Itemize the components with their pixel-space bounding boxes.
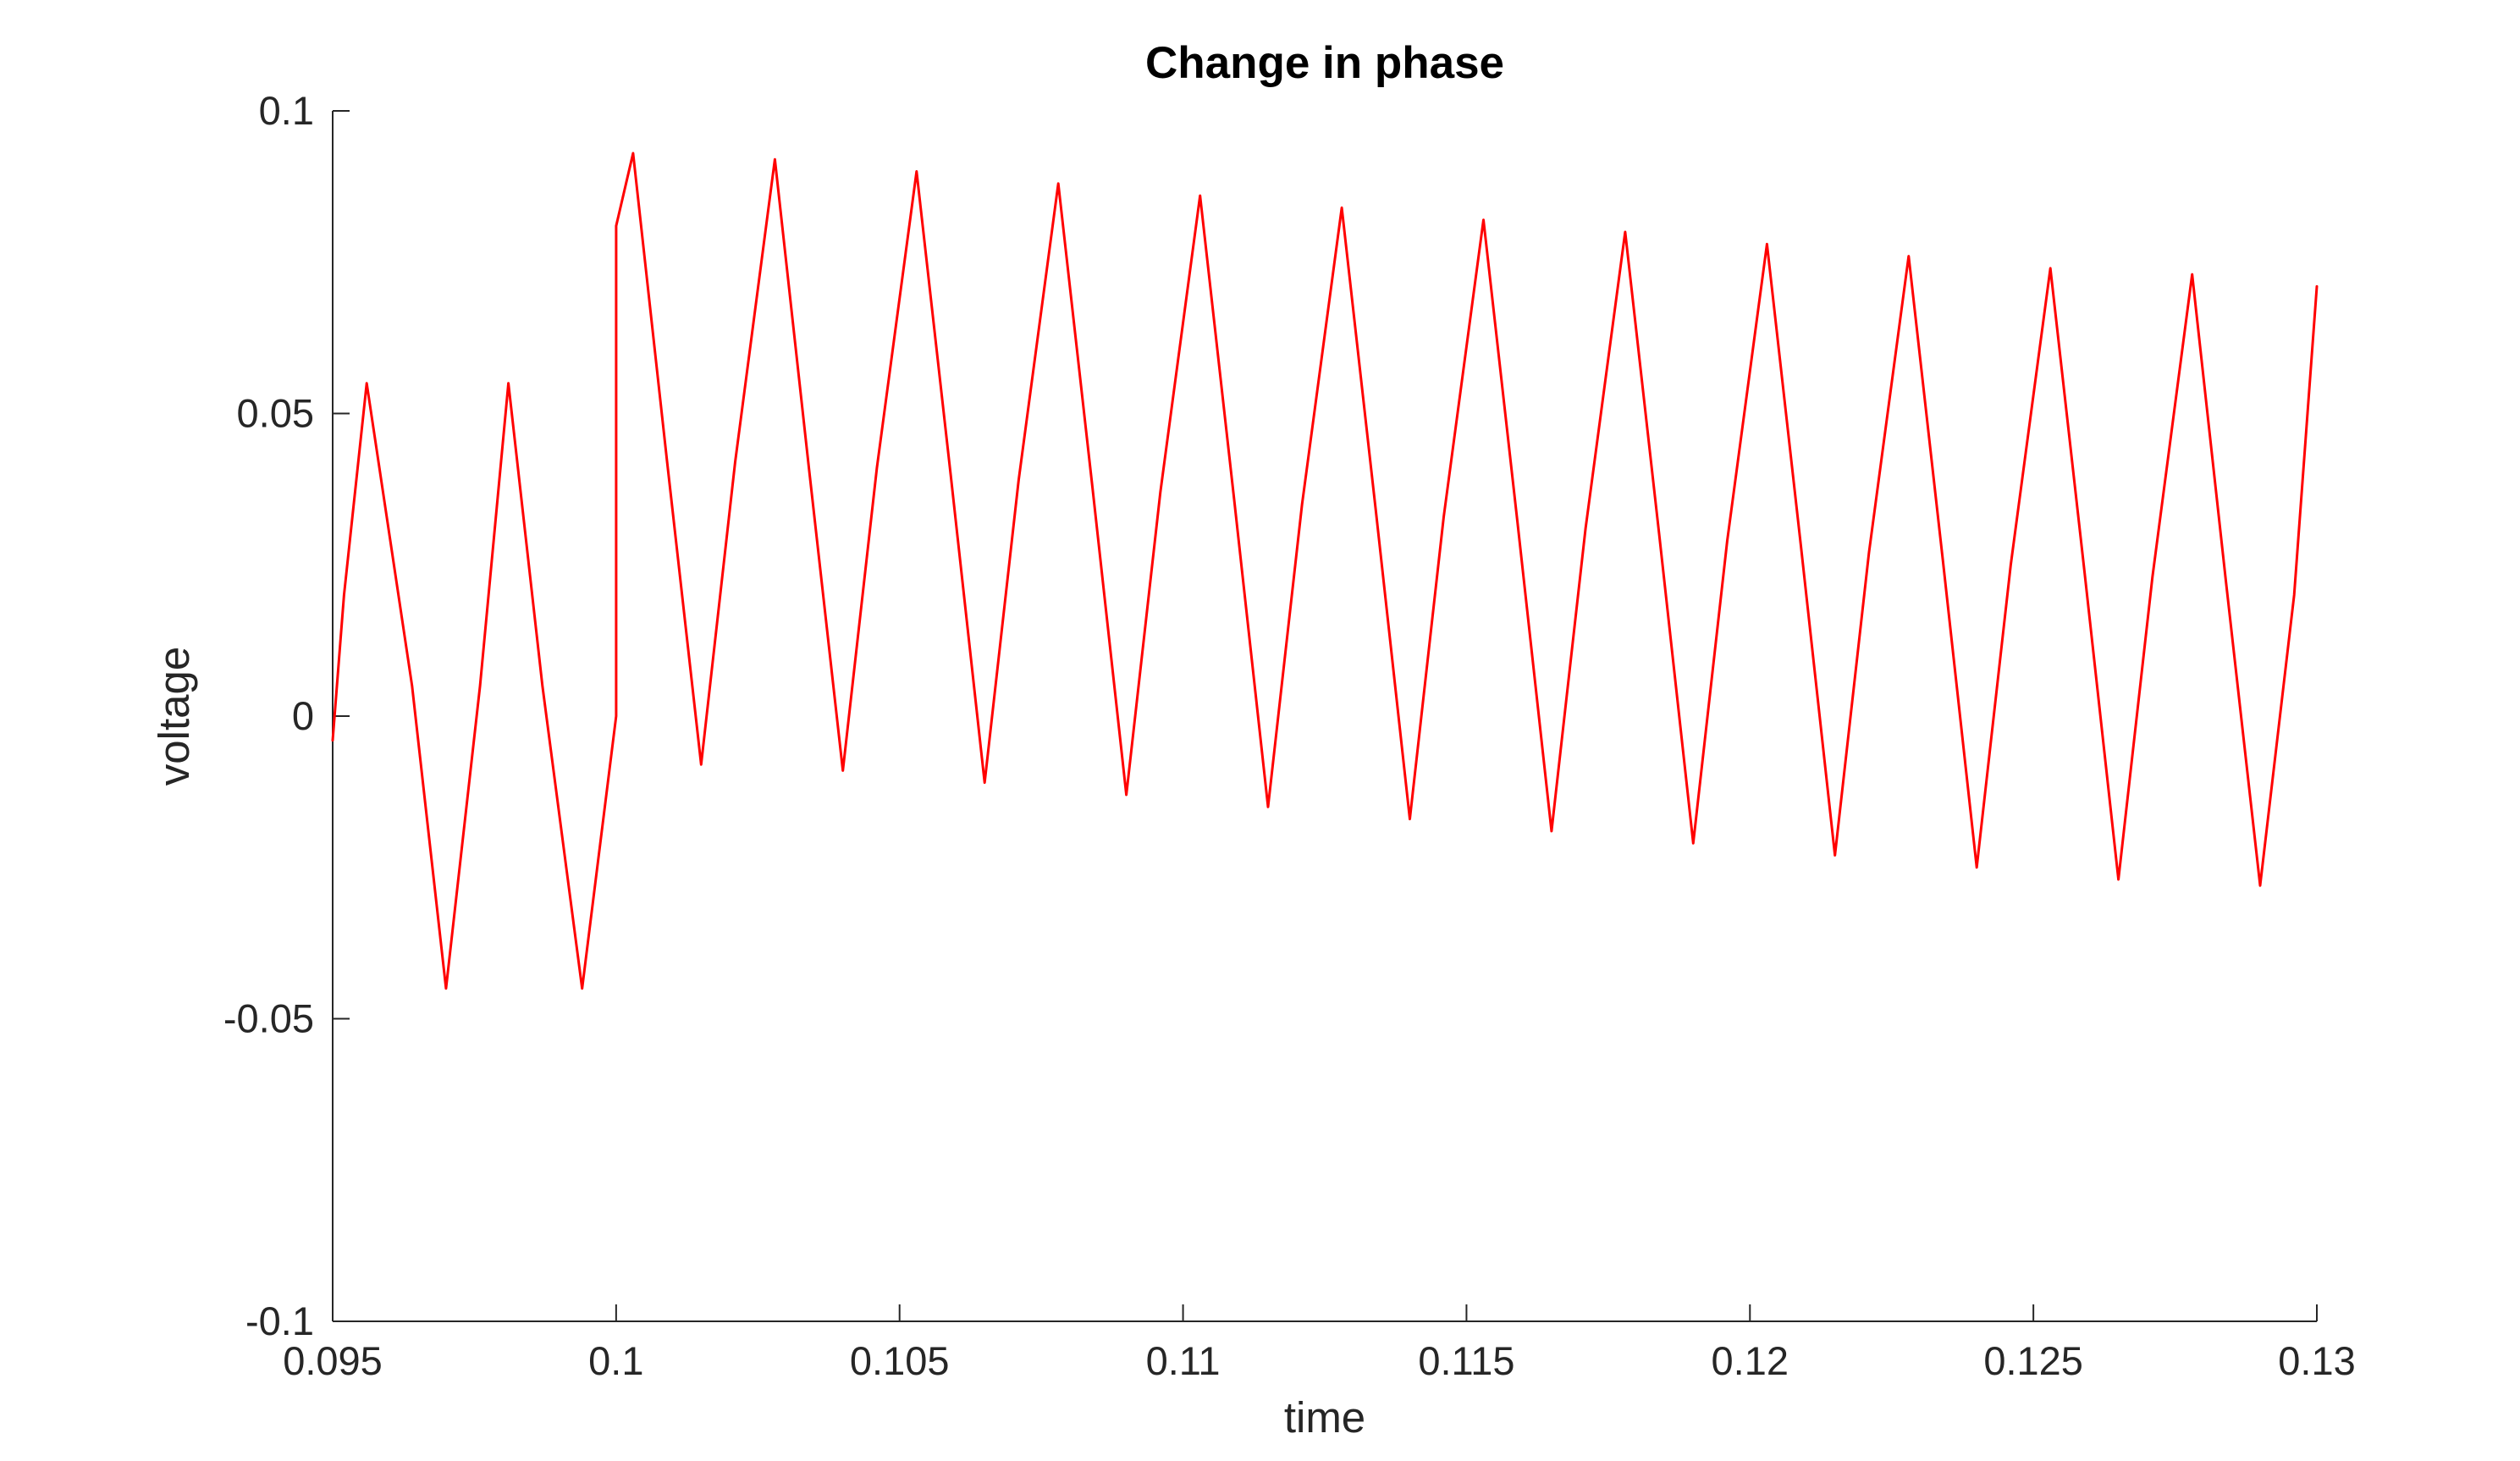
y-tick-label: 0.1 — [259, 88, 314, 133]
y-tick-label: -0.05 — [223, 996, 314, 1041]
x-tick-label: 0.13 — [2278, 1338, 2355, 1383]
x-tick-label: 0.115 — [1418, 1338, 1514, 1383]
y-tick-label: 0.05 — [237, 391, 314, 436]
chart-title: Change in phase — [1145, 38, 1504, 88]
y-tick-label: -0.1 — [245, 1298, 314, 1343]
y-axis-label: voltage — [150, 647, 198, 786]
x-axis-label: time — [1284, 1393, 1365, 1442]
x-tick-label: 0.1 — [588, 1338, 643, 1383]
x-ticks: 0.095 0.1 0.105 0.11 0.115 0.12 0.125 0.13 — [283, 1304, 2356, 1383]
series-group — [331, 152, 2319, 990]
y-tick-label: 0 — [292, 693, 314, 738]
x-tick-label: 0.105 — [850, 1338, 950, 1383]
x-tick-label: 0.11 — [1146, 1338, 1221, 1383]
x-tick-label: 0.125 — [1983, 1338, 2083, 1383]
plot-area: -0.1 -0.05 0 0.05 0.1 0.095 0.1 0.105 0.11 0.115… — [223, 88, 2356, 1383]
series-line-0 — [331, 152, 2319, 990]
x-tick-label: 0.12 — [1712, 1338, 1789, 1383]
y-ticks: -0.1 -0.05 0 0.05 0.1 — [223, 88, 350, 1343]
x-tick-label: 0.095 — [283, 1338, 383, 1383]
